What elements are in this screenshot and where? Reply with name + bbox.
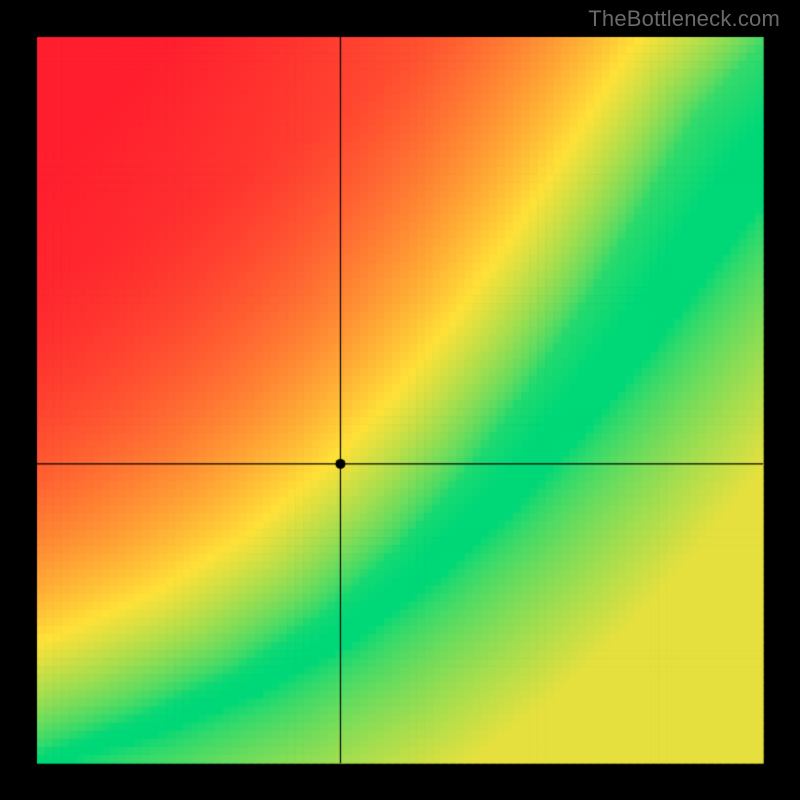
watermark-text: TheBottleneck.com [588,6,780,32]
chart-container: TheBottleneck.com [0,0,800,800]
heatmap-canvas [0,0,800,800]
